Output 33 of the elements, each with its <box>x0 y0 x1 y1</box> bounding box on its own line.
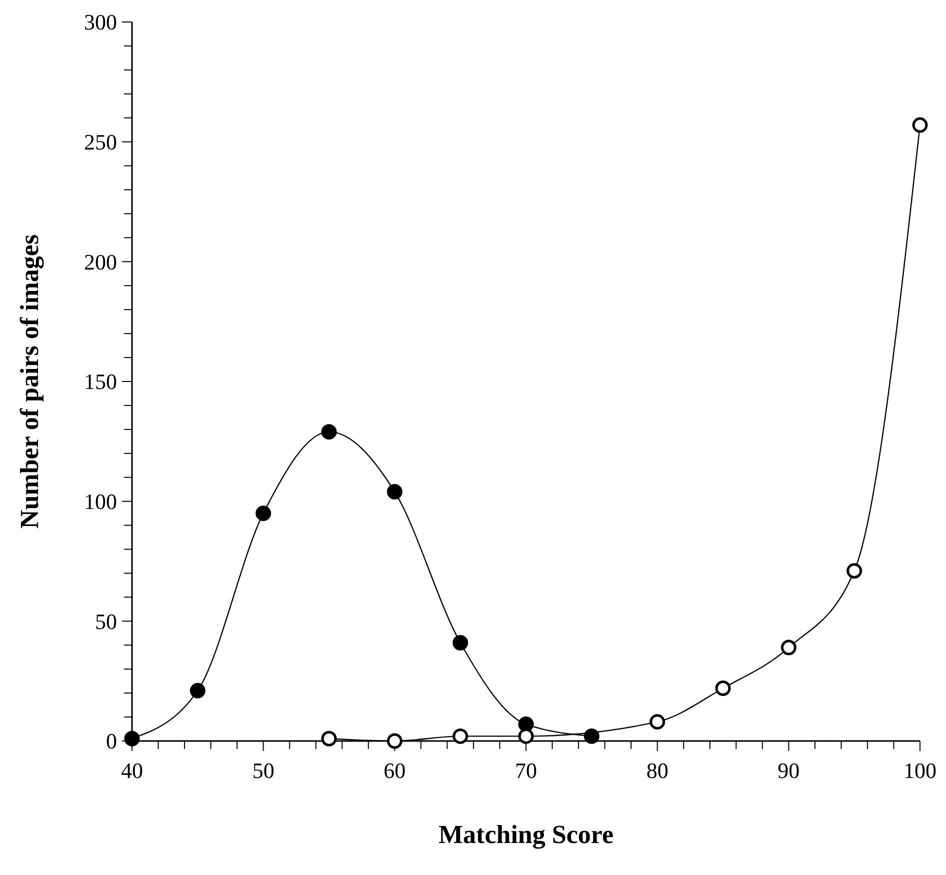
x-tick-label: 90 <box>778 758 800 783</box>
y-tick-label: 200 <box>84 249 117 274</box>
point <box>124 730 140 746</box>
x-tick-label: 50 <box>252 758 274 783</box>
point <box>386 733 402 749</box>
y-tick-label: 250 <box>84 130 117 155</box>
point <box>190 682 206 698</box>
x-axis-title: Matching Score <box>438 820 614 849</box>
y-tick-label: 150 <box>84 369 117 394</box>
x-tick-label: 100 <box>904 758 936 783</box>
x-tick-label: 60 <box>384 758 406 783</box>
point <box>912 117 928 133</box>
point <box>321 424 337 440</box>
y-axis-title: Number of pairs of images <box>15 234 44 529</box>
point <box>584 728 600 744</box>
y-tick-label: 100 <box>84 489 117 514</box>
point <box>780 640 796 656</box>
y-tick-label: 50 <box>95 608 117 634</box>
point <box>518 716 534 732</box>
point <box>386 484 402 500</box>
point <box>715 680 731 696</box>
x-tick-label: 70 <box>515 758 537 783</box>
point <box>518 728 534 744</box>
y-tick-label: 300 <box>84 10 117 35</box>
point <box>321 730 337 746</box>
x-tick-label: 40 <box>121 758 143 783</box>
point <box>256 506 272 522</box>
point <box>846 563 862 579</box>
point <box>650 714 666 730</box>
x-tick-label: 80 <box>646 758 668 783</box>
point <box>452 634 468 650</box>
point <box>452 728 468 744</box>
y-tick-label: 0 <box>106 728 117 754</box>
